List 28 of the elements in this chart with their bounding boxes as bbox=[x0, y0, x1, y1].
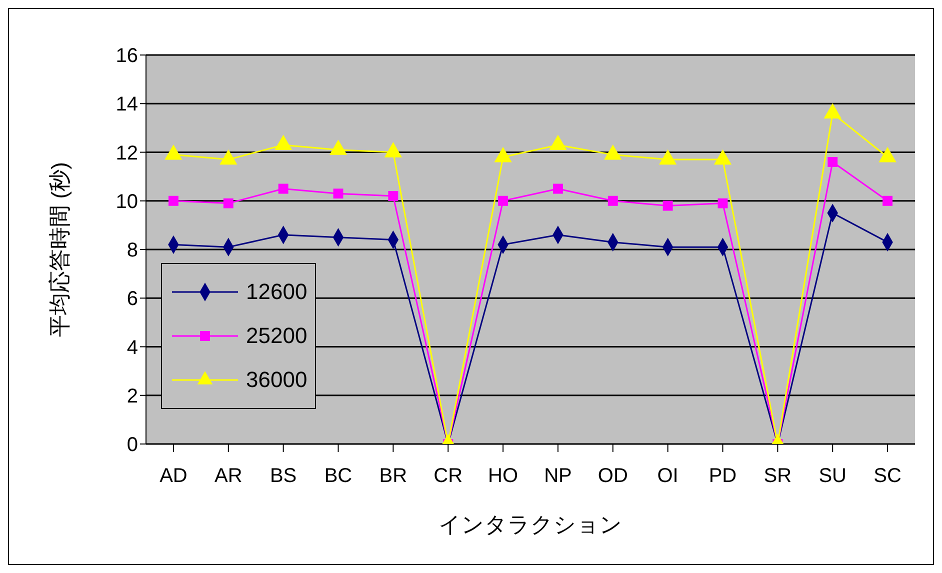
legend-label: 36000 bbox=[246, 367, 308, 393]
x-tick-label: OD bbox=[598, 465, 628, 488]
x-tick-label: BS bbox=[270, 465, 297, 488]
y-tick-label: 12 bbox=[116, 142, 138, 164]
y-tick-label: 8 bbox=[126, 240, 138, 262]
x-tick-label: OI bbox=[657, 465, 678, 488]
y-tick-label: 4 bbox=[126, 336, 138, 359]
x-tick-label: SU bbox=[818, 465, 847, 488]
x-tick-label: BR bbox=[379, 465, 408, 488]
legend-label: 12600 bbox=[246, 279, 308, 305]
y-tick-label: 2 bbox=[126, 385, 138, 408]
x-tick-label: AR bbox=[214, 465, 242, 488]
x-tick-label: BC bbox=[324, 465, 352, 488]
x-tick-label: AD bbox=[160, 465, 188, 488]
x-tick-label: PD bbox=[708, 465, 737, 488]
y-tick-label: 10 bbox=[116, 190, 138, 213]
x-tick-label: HO bbox=[488, 465, 518, 488]
x-tick-label: SR bbox=[764, 465, 792, 488]
x-tick-label: NP bbox=[544, 465, 572, 488]
y-tick-label: 14 bbox=[116, 94, 138, 116]
x-tick-label: CR bbox=[434, 465, 463, 488]
x-axis-title: インタラクション bbox=[438, 512, 622, 537]
y-tick-label: 0 bbox=[126, 434, 138, 456]
y-tick-label: 16 bbox=[116, 45, 138, 68]
legend-label: 25200 bbox=[246, 323, 308, 349]
y-tick-label: 6 bbox=[126, 288, 138, 310]
x-tick-label: SC bbox=[874, 465, 902, 488]
y-axis-title: 平均応答時間 (秒) bbox=[46, 162, 72, 337]
